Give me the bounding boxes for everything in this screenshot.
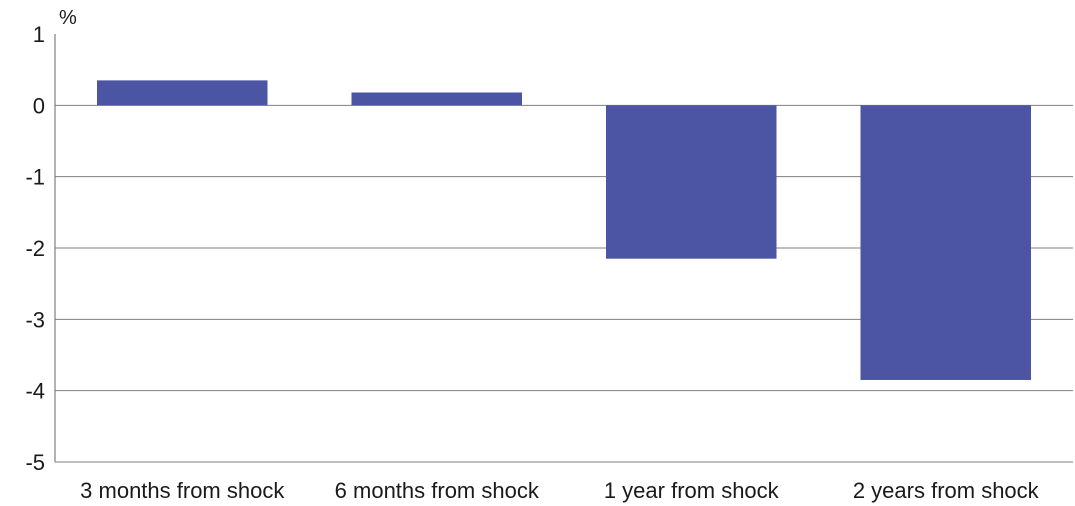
- y-tick-label: -1: [25, 165, 45, 190]
- x-category-label: 3 months from shock: [80, 478, 285, 503]
- y-tick-label: -3: [25, 307, 45, 332]
- y-tick-label: -5: [25, 450, 45, 475]
- bar: [605, 105, 777, 259]
- y-tick-label: -4: [25, 379, 45, 404]
- labels: % 1 0 -1 -2 -3 -4 -5 3 months from shock 6 month…: [25, 7, 1039, 503]
- x-category-label: 6 months from shock: [335, 478, 540, 503]
- bar: [351, 92, 523, 106]
- y-axis-unit-label: %: [59, 7, 77, 29]
- y-tick-label: -2: [25, 236, 45, 261]
- bar: [96, 80, 268, 106]
- y-tick-label: 1: [33, 22, 45, 47]
- bar: [860, 105, 1032, 380]
- y-tick-label: 0: [33, 93, 45, 118]
- x-category-label: 1 year from shock: [604, 478, 780, 503]
- x-category-label: 2 years from shock: [853, 478, 1040, 503]
- bars: [96, 80, 1032, 380]
